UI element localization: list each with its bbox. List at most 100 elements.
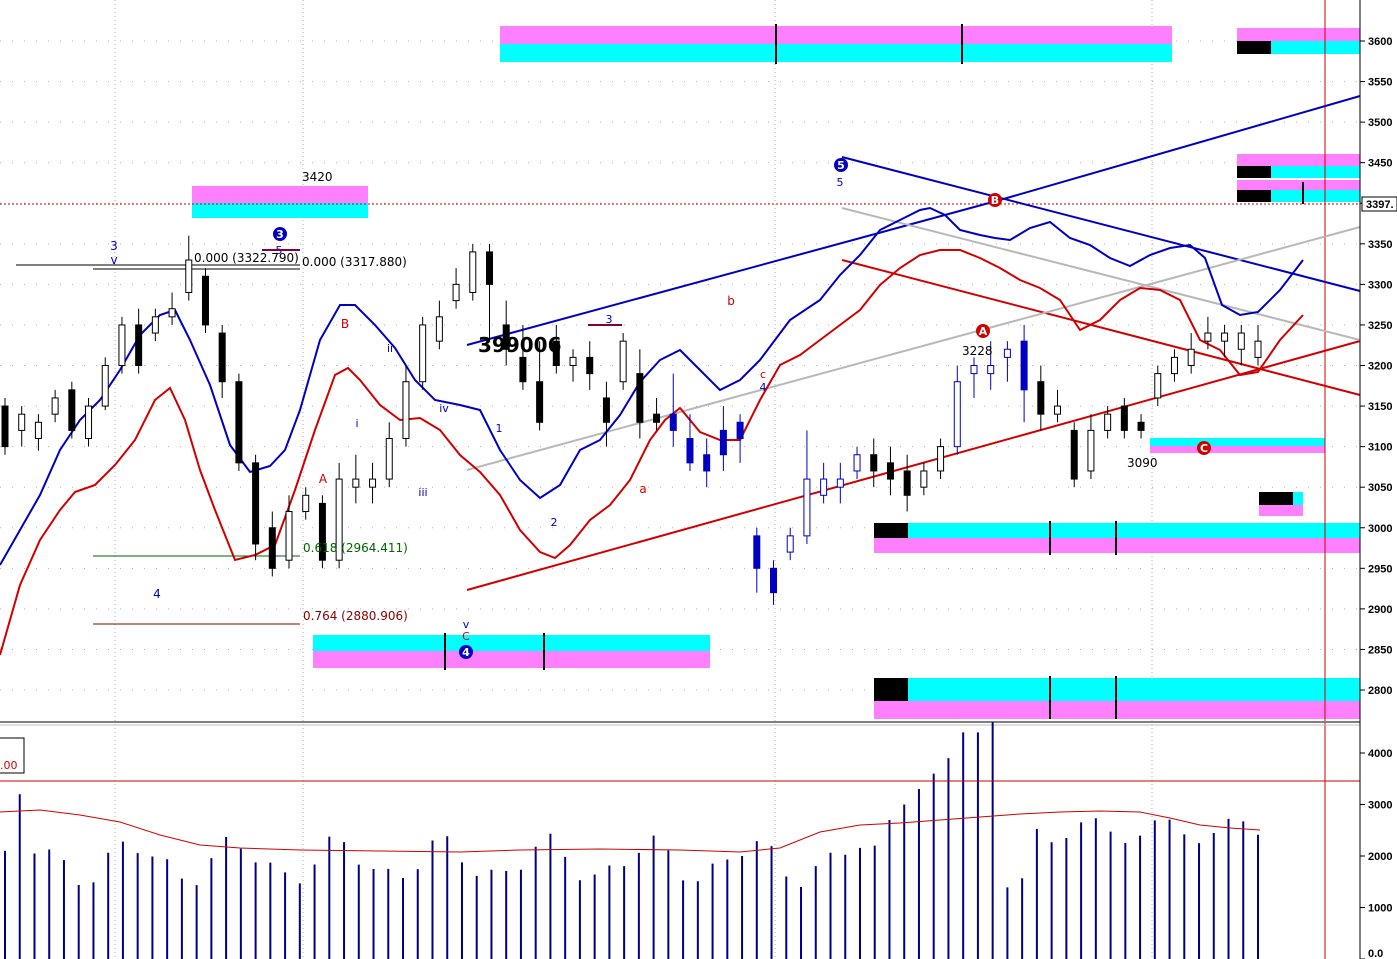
candle-body [770, 567, 778, 594]
candle-body [753, 535, 761, 569]
wave-label: v [110, 253, 117, 267]
candle-body [1003, 348, 1011, 358]
candle-body [1254, 340, 1262, 358]
price-tick-label: 3350 [1368, 239, 1392, 251]
candle-body [586, 356, 594, 375]
candle-body [853, 454, 861, 472]
candle-body [235, 381, 243, 464]
wave-label: b [727, 294, 735, 308]
volume-level-label: .00 [0, 759, 18, 772]
price-tick-label: 3200 [1368, 361, 1392, 373]
candle-body [519, 356, 527, 383]
candle-body [1237, 332, 1245, 350]
candle-body [786, 535, 794, 553]
wave-label: 1 [496, 422, 503, 435]
candle-body [252, 462, 260, 545]
candle-body [1187, 348, 1195, 366]
candle-body [185, 259, 193, 293]
wave-label: B [341, 317, 349, 331]
candle-body [402, 381, 410, 440]
price-tick-label: 3300 [1368, 279, 1392, 291]
candle-body [485, 251, 493, 285]
candle-body [85, 405, 93, 440]
price-tick-label: 2800 [1368, 685, 1392, 697]
candle-body [101, 365, 109, 407]
candle-body [602, 397, 610, 423]
wave-label: iii [418, 486, 427, 499]
candle-body [18, 413, 26, 431]
wave-label: 5 [837, 176, 844, 189]
wave-circle-label: 5 [837, 159, 845, 172]
candle-body [970, 365, 978, 375]
candle-body [285, 511, 293, 561]
wave-label: 3 [606, 313, 613, 326]
candlesticks [1, 235, 1262, 605]
candle-body [151, 316, 159, 334]
price-tick-label: 3050 [1368, 482, 1392, 494]
candle-body [803, 478, 811, 537]
volume-tick-label: 1000 [1368, 903, 1392, 915]
price-tick-label: 3150 [1368, 401, 1392, 413]
level-label: 3090 [1127, 456, 1158, 470]
wave-circle-label: C [1200, 442, 1208, 455]
candle-body [987, 365, 995, 375]
annotations: 3420 0.000 (3322.790) 0.000 (3317.880) 0… [194, 170, 1158, 623]
candle-body [1087, 429, 1095, 472]
wave-label: a [639, 482, 646, 496]
volume-average [0, 809, 1261, 853]
wave-label: ii [387, 342, 393, 355]
candle-body [502, 324, 510, 350]
volume-tick-label: 2000 [1368, 851, 1392, 863]
fib-label: 0.618 (2964.411) [303, 541, 408, 555]
candle-body [536, 381, 544, 423]
wave-label: i [355, 417, 358, 430]
level-label: 3420 [302, 170, 333, 184]
fib-lines [0, 0, 1360, 959]
candle-body [201, 275, 209, 326]
price-tick-label: 3000 [1368, 523, 1392, 535]
candle-body [736, 421, 744, 440]
wave-label: 3 [110, 239, 118, 253]
candle-body [51, 397, 59, 415]
price-tick-label: 3550 [1368, 77, 1392, 89]
candle-body [385, 438, 393, 480]
trend-lines [466, 95, 1361, 591]
price-tick-label: 3250 [1368, 320, 1392, 332]
price-tick-label: 2900 [1368, 604, 1392, 616]
candle-body [168, 308, 176, 318]
candle-body [1070, 429, 1078, 480]
candle-body [1137, 421, 1145, 431]
candle-body [1104, 413, 1112, 431]
candle-body [870, 454, 878, 472]
wave-label: 4 [153, 587, 161, 601]
candle-body [653, 413, 661, 423]
wave-circle-label: A [979, 325, 988, 338]
price-tick-label: 3600 [1368, 36, 1392, 48]
candle-body [1170, 356, 1178, 375]
wave-labels: 3 v 4 3 5 B ii i iv iii A 1 2 3 b a c 4 … [110, 158, 1211, 659]
price-tick-label: 3450 [1368, 158, 1392, 170]
volume-axis: 4000 3000 2000 1000 0.0 [1360, 748, 1392, 959]
last-price-label: 3397. [1366, 199, 1394, 211]
volume-bars [4, 722, 1259, 959]
candle-body [452, 283, 460, 302]
candle-body [352, 478, 360, 488]
candle-body [619, 340, 627, 383]
candle-body [218, 332, 226, 383]
price-tick-label: 3500 [1368, 117, 1392, 129]
candle-body [68, 389, 76, 431]
candle-body [953, 381, 961, 448]
wave-circle-label: 4 [462, 646, 470, 659]
candle-body [820, 478, 828, 496]
wave-circle-label: 3 [276, 228, 284, 241]
candle-body [1, 405, 9, 448]
wave-circle-label: B [991, 194, 999, 207]
candle-body [469, 251, 477, 293]
price-tick-label: 2950 [1368, 563, 1392, 575]
price-tick-label: 3100 [1368, 442, 1392, 454]
candle-body [1037, 381, 1045, 415]
candle-body [1054, 405, 1062, 415]
target-boxes [192, 24, 1360, 719]
candle-body [1120, 405, 1128, 431]
